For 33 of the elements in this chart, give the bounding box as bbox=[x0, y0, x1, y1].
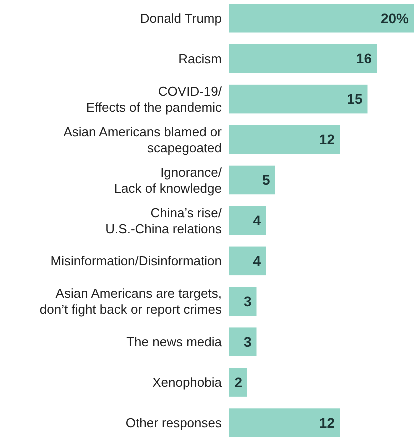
data-label: 4 bbox=[253, 212, 262, 229]
y-tick-label: Asian Americans blamed or scapegoated bbox=[64, 124, 223, 156]
data-label: 15 bbox=[347, 91, 363, 108]
bar bbox=[229, 4, 414, 33]
y-tick-label: COVID-19/ Effects of the pandemic bbox=[86, 84, 222, 115]
data-label: 12 bbox=[319, 414, 336, 431]
bar bbox=[229, 408, 340, 438]
bar bbox=[229, 368, 248, 397]
y-tick-label: The news media bbox=[126, 334, 223, 350]
y-tick-label: Xenophobia bbox=[152, 375, 223, 390]
y-tick-label: Asian Americans are targets, don’t fight back or report crimes bbox=[40, 286, 222, 318]
bar bbox=[229, 125, 340, 154]
bar bbox=[229, 246, 266, 276]
data-label: 12 bbox=[319, 132, 336, 148]
data-label: 5 bbox=[262, 172, 270, 188]
y-tick-label: China’s rise/ U.S.-China relations bbox=[106, 205, 222, 236]
data-label: 3 bbox=[244, 294, 252, 310]
bar bbox=[229, 287, 257, 316]
data-label: 20% bbox=[380, 10, 410, 26]
data-label: 16 bbox=[356, 50, 372, 67]
y-tick-label: Racism bbox=[178, 51, 222, 66]
data-label: 3 bbox=[244, 334, 252, 350]
bar bbox=[229, 328, 257, 356]
bar bbox=[229, 84, 368, 114]
y-tick-label: Ignorance/ Lack of knowledge bbox=[114, 164, 222, 196]
bar bbox=[229, 206, 266, 236]
y-tick-label: Donald Trump bbox=[140, 10, 222, 26]
y-tick-label: Other responses bbox=[126, 416, 222, 431]
data-label: 4 bbox=[253, 253, 262, 270]
bar bbox=[229, 166, 276, 195]
bar bbox=[229, 44, 377, 74]
data-label: 2 bbox=[234, 374, 243, 390]
y-tick-label: Misinformation/Disinformation bbox=[50, 254, 222, 269]
